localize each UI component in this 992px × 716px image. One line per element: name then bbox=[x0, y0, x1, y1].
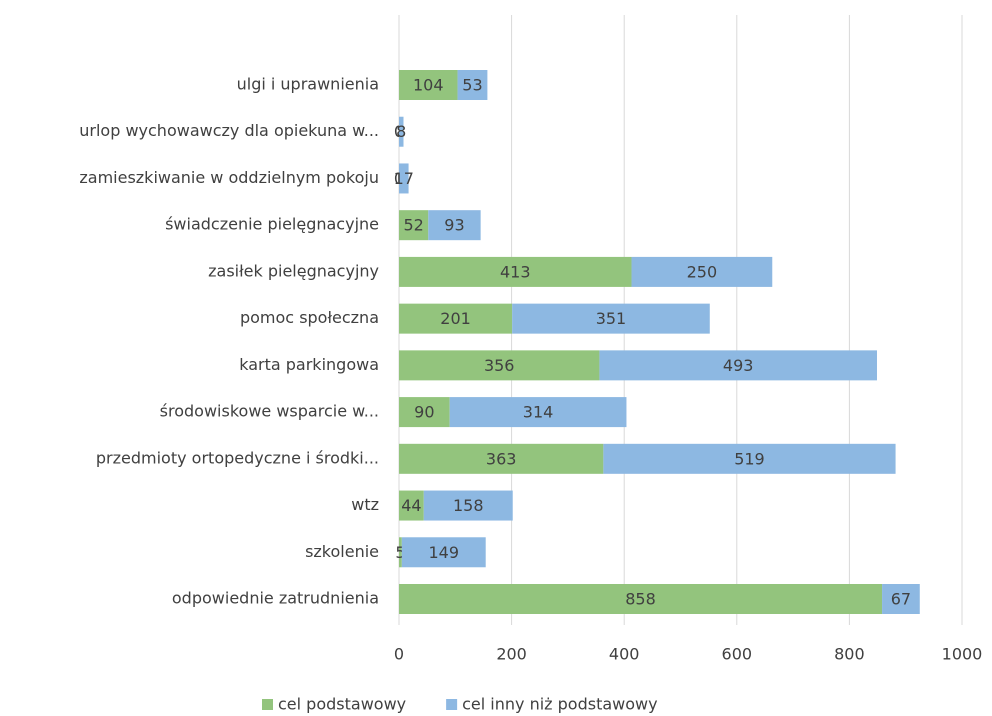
y-tick-label: środowiskowe wsparcie w... bbox=[160, 402, 379, 421]
data-label: 104 bbox=[413, 76, 444, 95]
legend-label: cel inny niż podstawowy bbox=[462, 695, 657, 714]
y-tick-label: zamieszkiwanie w oddzielnym pokoju bbox=[79, 168, 379, 187]
bar-segment bbox=[399, 584, 883, 614]
bar-segment bbox=[399, 537, 402, 568]
x-tick-label: 800 bbox=[834, 645, 865, 664]
data-label: 158 bbox=[453, 496, 484, 515]
bar-segment bbox=[399, 490, 424, 521]
data-label: 493 bbox=[723, 356, 754, 375]
data-label: 8 bbox=[396, 122, 406, 141]
bar-segment bbox=[603, 443, 896, 474]
bar-segment bbox=[399, 163, 409, 194]
data-label: 351 bbox=[596, 309, 627, 328]
bar-segment bbox=[512, 303, 710, 334]
bar-segment bbox=[399, 397, 450, 428]
data-label: 52 bbox=[403, 216, 423, 235]
bar-segment bbox=[399, 443, 604, 474]
bar-segment bbox=[399, 116, 404, 147]
bar-segment bbox=[449, 397, 627, 428]
data-label: 5 bbox=[395, 543, 405, 562]
y-tick-label: pomoc społeczna bbox=[240, 308, 379, 327]
data-label: 53 bbox=[462, 76, 482, 95]
bar-segment bbox=[399, 350, 600, 381]
data-label: 858 bbox=[625, 590, 656, 609]
y-tick-label: wtz bbox=[351, 495, 379, 514]
bar-segment bbox=[599, 350, 877, 381]
legend-swatch bbox=[446, 699, 458, 710]
bar-segment bbox=[399, 256, 632, 287]
legend-label: cel podstawowy bbox=[278, 695, 406, 714]
data-label: 314 bbox=[523, 403, 554, 422]
data-label: 149 bbox=[428, 543, 459, 562]
y-tick-label: ulgi i uprawnienia bbox=[237, 75, 379, 94]
bar-segment bbox=[457, 70, 488, 100]
data-label: 413 bbox=[500, 262, 531, 281]
x-tick-label: 600 bbox=[722, 645, 753, 664]
x-tick-label: 0 bbox=[394, 645, 404, 664]
bar-segment bbox=[399, 303, 513, 334]
y-tick-label: zasiłek pielęgnacyjny bbox=[208, 261, 379, 280]
data-label: 44 bbox=[401, 496, 421, 515]
bar-segment bbox=[423, 490, 513, 521]
data-label: 363 bbox=[486, 449, 517, 468]
bar-segment bbox=[401, 537, 486, 568]
data-label: 519 bbox=[734, 449, 765, 468]
x-tick-label: 400 bbox=[609, 645, 640, 664]
bar-segment bbox=[428, 210, 481, 241]
data-label: 356 bbox=[484, 356, 515, 375]
x-tick-label: 1000 bbox=[942, 645, 983, 664]
data-label: 201 bbox=[440, 309, 471, 328]
y-tick-label: szkolenie bbox=[305, 542, 379, 561]
bar-segment bbox=[399, 210, 429, 241]
data-label: 250 bbox=[687, 262, 718, 281]
y-tick-label: karta parkingowa bbox=[239, 355, 379, 374]
y-tick-label: przedmioty ortopedyczne i środki... bbox=[96, 448, 379, 467]
y-tick-label: świadczenie pielęgnacyjne bbox=[165, 215, 379, 234]
y-tick-label: urlop wychowawczy dla opiekuna w... bbox=[79, 121, 379, 140]
data-label: 93 bbox=[444, 216, 464, 235]
bar-segment bbox=[399, 70, 458, 100]
data-label: 17 bbox=[394, 169, 414, 188]
data-label: 67 bbox=[891, 590, 911, 609]
data-label: 90 bbox=[414, 403, 434, 422]
y-tick-label: odpowiednie zatrudnienia bbox=[172, 589, 379, 608]
legend-swatch bbox=[262, 699, 273, 710]
bar-segment bbox=[882, 584, 920, 614]
bar-segment bbox=[631, 256, 773, 287]
x-tick-label: 200 bbox=[496, 645, 527, 664]
